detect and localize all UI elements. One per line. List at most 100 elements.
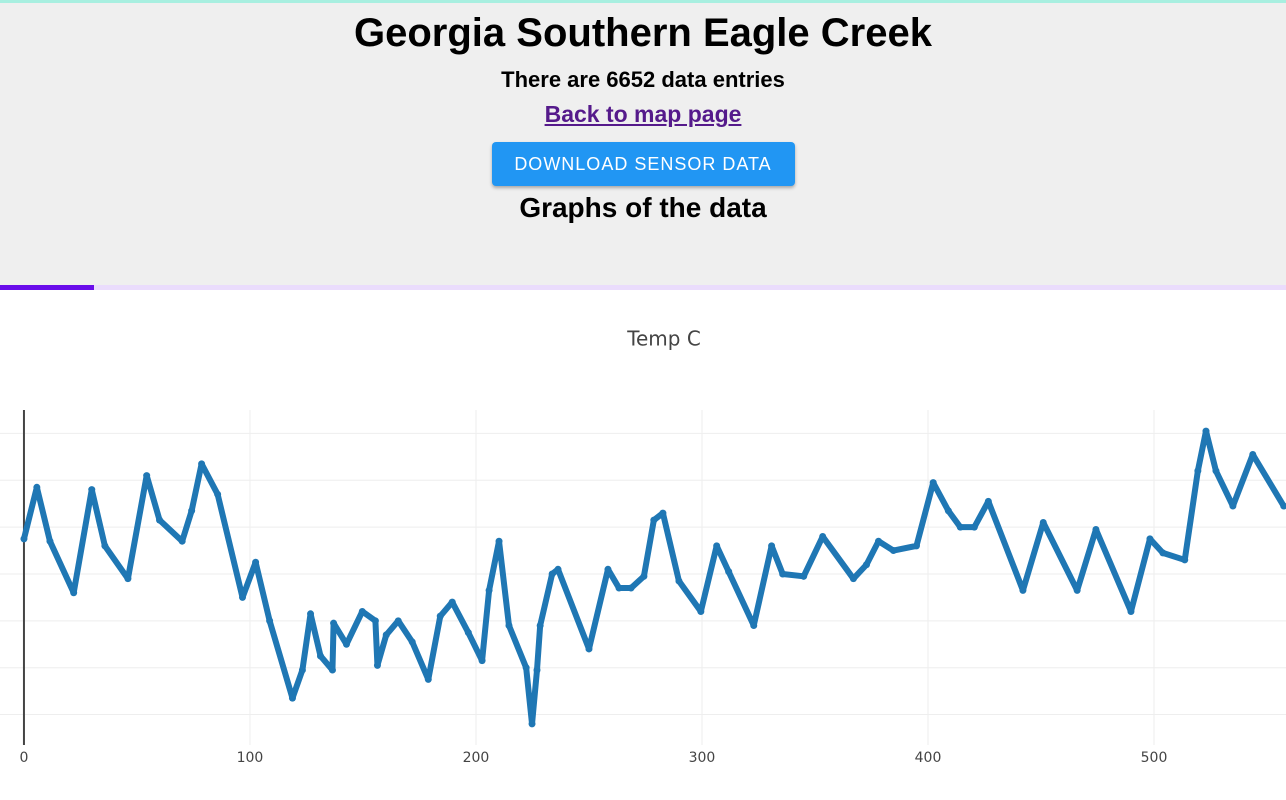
- data-point: [70, 589, 78, 597]
- data-point: [819, 533, 827, 541]
- data-point: [33, 483, 41, 491]
- data-point: [725, 568, 733, 576]
- data-point: [604, 565, 612, 573]
- data-point: [522, 664, 530, 672]
- data-point: [533, 666, 541, 674]
- data-point: [800, 572, 808, 580]
- data-point: [627, 584, 635, 592]
- data-point: [198, 460, 206, 468]
- data-point: [1229, 502, 1237, 510]
- data-point: [464, 629, 472, 637]
- data-point: [505, 622, 513, 630]
- data-point: [436, 612, 444, 620]
- data-point: [424, 675, 432, 683]
- data-point: [1019, 586, 1027, 594]
- header: Georgia Southern Eagle Creek There are 6…: [0, 0, 1286, 285]
- data-point: [929, 479, 937, 487]
- page-title: Georgia Southern Eagle Creek: [354, 11, 932, 55]
- data-point: [448, 598, 456, 606]
- data-point: [143, 472, 151, 480]
- data-point: [239, 593, 247, 601]
- data-point: [750, 622, 758, 630]
- data-point: [478, 657, 486, 665]
- data-point: [956, 523, 964, 531]
- data-point: [912, 542, 920, 550]
- data-point: [615, 584, 623, 592]
- entries-count: There are 6652 data entries: [501, 67, 785, 92]
- data-point: [1202, 427, 1210, 435]
- chart: Temp C 0 100 200 300 400 500: [0, 327, 1286, 766]
- data-point: [1212, 467, 1220, 475]
- data-point: [328, 666, 336, 674]
- data-point: [1146, 535, 1154, 543]
- data-point: [252, 558, 260, 566]
- data-point: [585, 645, 593, 653]
- data-point: [266, 617, 274, 625]
- data-point: [659, 509, 667, 517]
- data-point: [849, 575, 857, 583]
- data-point: [298, 666, 306, 674]
- data-point: [330, 619, 338, 627]
- chart-title: Temp C: [626, 327, 701, 351]
- data-point: [20, 535, 28, 543]
- data-point: [713, 542, 721, 550]
- download-button[interactable]: DOWNLOAD SENSOR DATA: [491, 142, 795, 186]
- data-point: [88, 486, 96, 494]
- data-point: [650, 516, 658, 524]
- x-tick-label: 400: [915, 750, 942, 766]
- data-point: [875, 537, 883, 545]
- data-point: [178, 537, 186, 545]
- data-point: [358, 607, 366, 615]
- data-point: [889, 547, 897, 555]
- data-point: [1280, 502, 1286, 510]
- graphs-heading: Graphs of the data: [519, 192, 767, 223]
- data-point: [316, 652, 324, 660]
- data-point: [371, 617, 379, 625]
- x-tick-label: 500: [1141, 750, 1168, 766]
- data-point: [288, 694, 296, 702]
- data-point: [124, 575, 132, 583]
- data-point: [970, 523, 978, 531]
- data-point: [1073, 586, 1081, 594]
- data-point: [188, 507, 196, 515]
- x-tick-label: 300: [689, 750, 716, 766]
- data-point: [697, 607, 705, 615]
- data-point: [156, 516, 164, 524]
- data-point: [1249, 451, 1257, 459]
- x-tick-label: 0: [19, 750, 28, 766]
- data-point: [1092, 525, 1100, 533]
- progress-bar: [0, 285, 1286, 290]
- data-point: [984, 497, 992, 505]
- progress-fill: [0, 285, 94, 290]
- data-point: [307, 610, 315, 618]
- data-point: [485, 586, 493, 594]
- data-point: [1127, 607, 1135, 615]
- data-point: [214, 490, 222, 498]
- back-link[interactable]: Back to map page: [544, 101, 742, 127]
- data-point: [768, 542, 776, 550]
- x-tick-label: 200: [463, 750, 490, 766]
- data-point: [528, 720, 536, 728]
- data-point: [1194, 467, 1202, 475]
- data-point: [944, 507, 952, 515]
- data-point: [495, 537, 503, 545]
- data-point: [1181, 556, 1189, 564]
- data-point: [408, 638, 416, 646]
- data-point: [382, 631, 390, 639]
- data-point: [536, 622, 544, 630]
- data-point: [554, 565, 562, 573]
- data-point: [1159, 549, 1167, 557]
- data-point: [373, 661, 381, 669]
- x-tick-label: 100: [237, 750, 264, 766]
- data-point: [46, 537, 54, 545]
- data-line: [20, 428, 1286, 727]
- data-point: [640, 572, 648, 580]
- data-point: [675, 577, 683, 585]
- data-point: [779, 570, 787, 578]
- data-point: [394, 617, 402, 625]
- data-point: [342, 640, 350, 648]
- data-point: [863, 561, 871, 569]
- data-point: [101, 542, 109, 550]
- data-point: [1039, 518, 1047, 526]
